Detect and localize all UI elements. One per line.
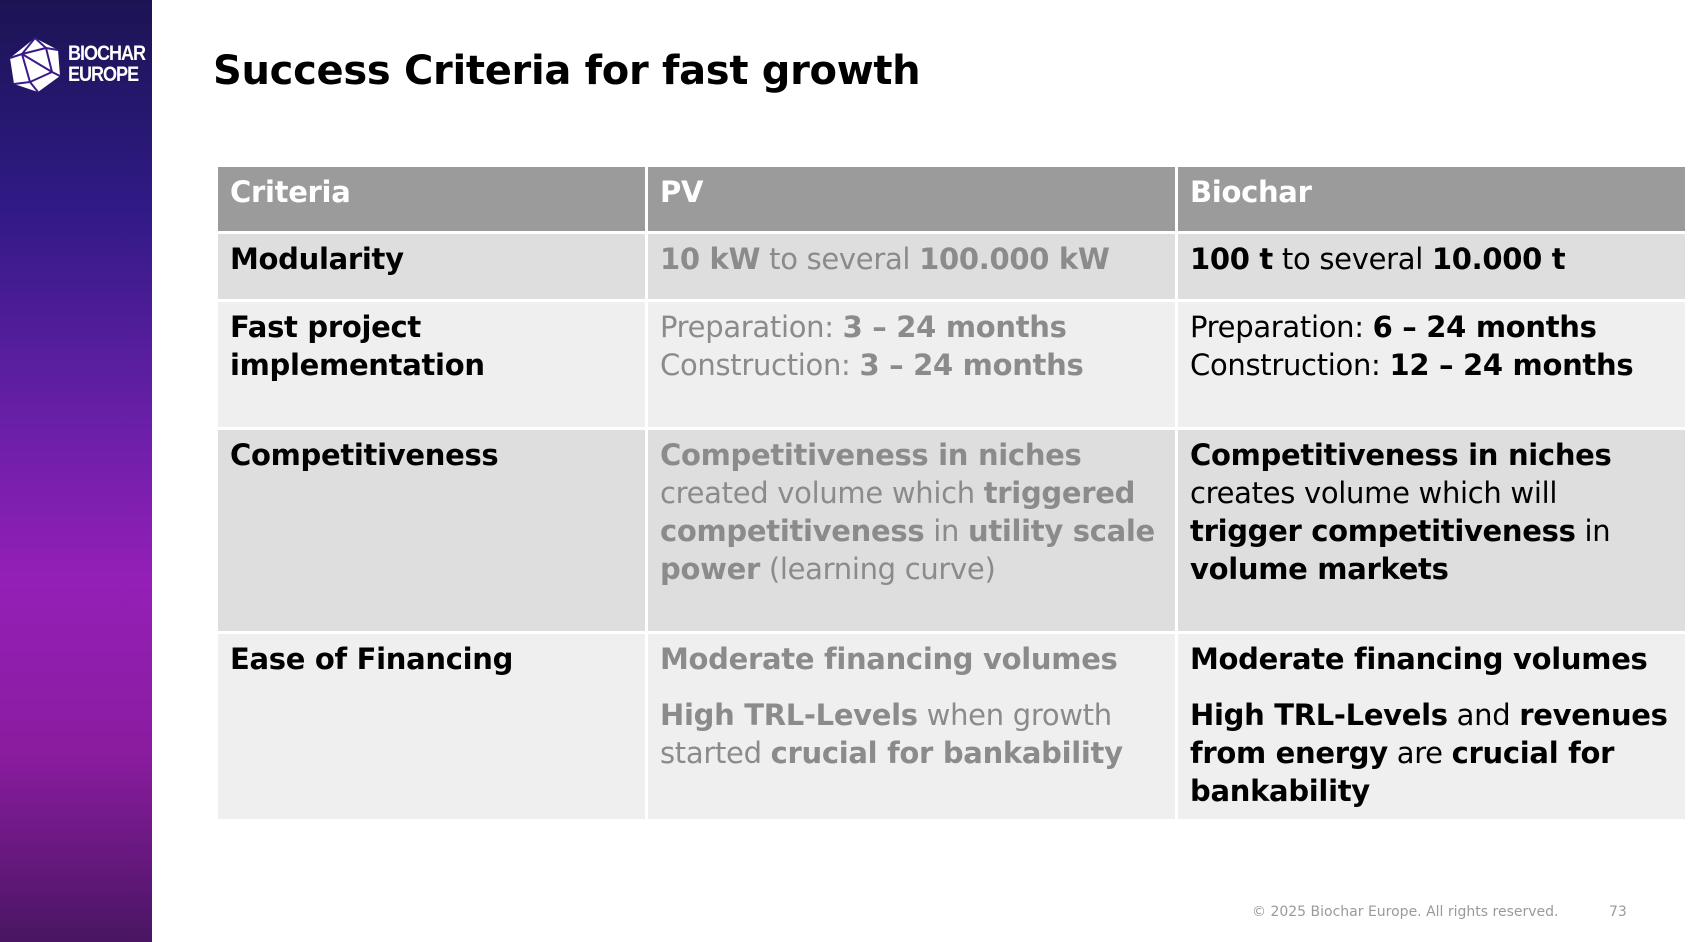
biochar-modularity: 100 t to several 10.000 t — [1175, 231, 1688, 302]
brand-logo: BIOCHAR EUROPE — [8, 36, 158, 94]
brand-wordmark: BIOCHAR EUROPE — [68, 42, 146, 86]
pv-competitiveness: Competitiveness in niches created volume… — [645, 427, 1178, 634]
pv-ease-of-financing: Moderate financing volumes High TRL-Leve… — [645, 631, 1178, 822]
pv-fast-implementation: Preparation: 3 – 24 months Construction:… — [645, 299, 1178, 430]
biochar-ease-of-financing: Moderate financing volumes High TRL-Leve… — [1175, 631, 1688, 822]
criteria-fast-implementation: Fast project implementation — [215, 299, 648, 430]
criteria-table: Criteria PV Biochar Modularity 10 kW to … — [215, 164, 1688, 822]
table-header-row: Criteria PV Biochar — [215, 164, 1688, 234]
criteria-ease-of-financing: Ease of Financing — [215, 631, 648, 822]
biochar-competitiveness: Competitiveness in niches creates volume… — [1175, 427, 1688, 634]
criteria-modularity: Modularity — [215, 231, 648, 302]
table-row: Fast project implementation Preparation:… — [215, 299, 1688, 430]
footer-copyright: © 2025 Biochar Europe. All rights reserv… — [1252, 904, 1559, 920]
criteria-competitiveness: Competitiveness — [215, 427, 648, 634]
table-row: Competitiveness Competitiveness in niche… — [215, 427, 1688, 634]
header-criteria: Criteria — [215, 164, 648, 234]
icosahedron-icon — [9, 37, 61, 93]
biochar-fast-implementation: Preparation: 6 – 24 months Construction:… — [1175, 299, 1688, 430]
page-title: Success Criteria for fast growth — [213, 48, 921, 94]
pv-modularity: 10 kW to several 100.000 kW — [645, 231, 1178, 302]
brand-line-1: BIOCHAR — [68, 42, 146, 66]
brand-line-2: EUROPE — [68, 63, 139, 86]
table-row: Ease of Financing Moderate financing vol… — [215, 631, 1688, 822]
header-pv: PV — [645, 164, 1178, 234]
header-biochar: Biochar — [1175, 164, 1688, 234]
sidebar-gradient: BIOCHAR EUROPE — [0, 0, 152, 942]
page-number: 73 — [1609, 904, 1627, 920]
table-row: Modularity 10 kW to several 100.000 kW 1… — [215, 231, 1688, 302]
